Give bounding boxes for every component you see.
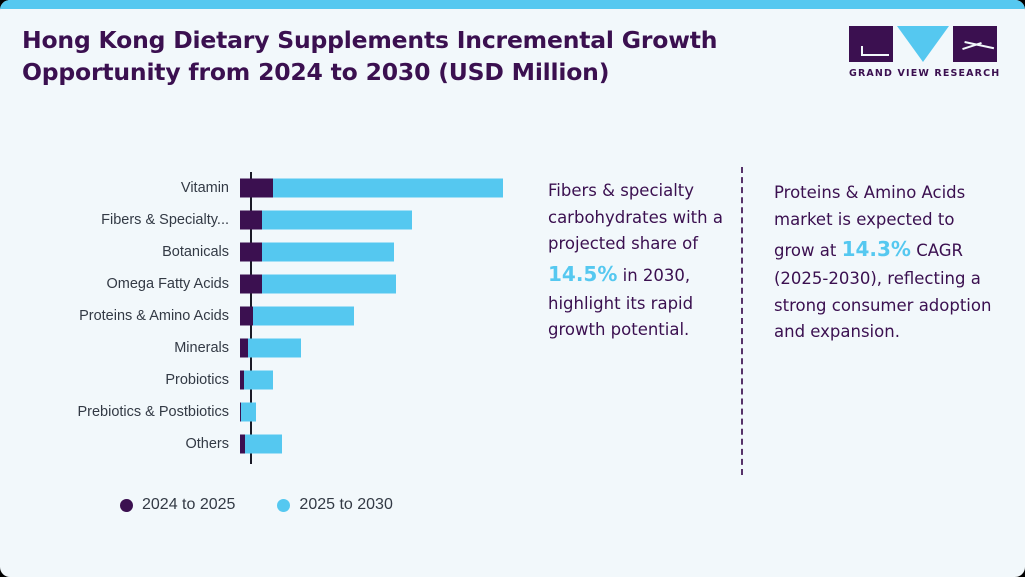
legend-label: 2025 to 2030 <box>299 496 393 513</box>
proteins-callout-post: CAGR (2025-2030), reflecting a strong co… <box>774 241 992 342</box>
page-title: Hong Kong Dietary Supplements Incrementa… <box>22 26 718 87</box>
bar-area <box>240 396 522 428</box>
legend-item[interactable]: 2024 to 2025 <box>120 496 235 514</box>
bar-segment-2024-2025 <box>240 210 262 230</box>
chart-row: Prebiotics & Postbiotics <box>22 396 522 428</box>
incremental-growth-bar-chart: Vitamin Fibers & Specialty... Botanicals Om… <box>22 172 522 464</box>
bar-area <box>240 332 522 364</box>
bar-area <box>240 268 522 300</box>
chart-rows: Vitamin Fibers & Specialty... Botanicals Om… <box>22 172 522 460</box>
proteins-callout: Proteins & Amino Acids market is expecte… <box>774 180 996 346</box>
bar-segment-2025-2030 <box>248 338 301 358</box>
bar-segment-2024-2025 <box>240 402 241 422</box>
top-accent-bar <box>0 0 1025 9</box>
category-label: Proteins & Amino Acids <box>79 308 229 324</box>
category-label: Vitamin <box>180 180 229 196</box>
bar-segment-2025-2030 <box>262 242 394 262</box>
legend-label: 2024 to 2025 <box>142 496 236 513</box>
bar-area <box>240 364 522 396</box>
bar-segment-2025-2030 <box>253 306 354 326</box>
fibers-callout-post: in 2030, highlight its rapid growth pote… <box>548 266 694 340</box>
stacked-bar[interactable] <box>240 210 412 230</box>
chart-row: Minerals <box>22 332 522 364</box>
category-label: Probiotics <box>165 372 229 388</box>
chart-row: Vitamin <box>22 172 522 204</box>
fibers-callout-pre: Fibers & specialty carbohydrates with a … <box>548 181 723 254</box>
bar-segment-2025-2030 <box>244 370 273 390</box>
panel-divider <box>741 167 743 475</box>
category-label: Prebiotics & Postbiotics <box>77 404 229 420</box>
chart-row: Omega Fatty Acids <box>22 268 522 300</box>
fibers-callout-text: Fibers & specialty carbohydrates with a … <box>548 178 730 344</box>
chart-row: Fibers & Specialty... <box>22 204 522 236</box>
logo-wordmark: GRAND VIEW RESEARCH <box>849 68 1001 79</box>
logo-v-icon <box>897 26 949 62</box>
proteins-callout-pre: Proteins & Amino Acids market is expecte… <box>774 183 966 261</box>
bar-segment-2024-2025 <box>240 242 262 262</box>
stacked-bar[interactable] <box>240 178 503 198</box>
category-label: Minerals <box>174 340 229 356</box>
category-label: Botanicals <box>162 244 229 260</box>
bar-area <box>240 236 522 268</box>
bar-segment-2025-2030 <box>262 210 412 230</box>
legend-item[interactable]: 2025 to 2030 <box>277 496 393 514</box>
stacked-bar[interactable] <box>240 434 282 454</box>
category-label: Others <box>185 436 229 452</box>
bar-segment-2025-2030 <box>273 178 503 198</box>
legend-dot-icon <box>277 498 291 512</box>
bar-segment-2024-2025 <box>240 434 245 454</box>
chart-row: Probiotics <box>22 364 522 396</box>
stacked-bar[interactable] <box>240 242 394 262</box>
proteins-callout-highlight: 14.3% <box>841 237 911 262</box>
category-label: Omega Fatty Acids <box>106 276 230 292</box>
bar-segment-2024-2025 <box>240 370 244 390</box>
logo-g-icon <box>849 26 893 62</box>
bar-area <box>240 204 522 236</box>
logo-r-icon <box>953 26 997 62</box>
bar-segment-2024-2025 <box>240 178 273 198</box>
bar-area <box>240 428 522 460</box>
stacked-bar[interactable] <box>240 370 273 390</box>
bar-segment-2025-2030 <box>245 434 282 454</box>
stacked-bar[interactable] <box>240 338 301 358</box>
legend-dot-icon <box>120 498 133 512</box>
chart-row: Proteins & Amino Acids <box>22 300 522 332</box>
chart-row: Botanicals <box>22 236 522 268</box>
bar-segment-2024-2025 <box>240 338 248 358</box>
bar-segment-2025-2030 <box>241 402 256 422</box>
bar-segment-2024-2025 <box>240 274 262 294</box>
stacked-bar[interactable] <box>240 402 256 422</box>
chart-legend: 2024 to 2025 2025 to 2030 <box>120 496 393 514</box>
logo-marks <box>849 26 997 62</box>
stacked-bar[interactable] <box>240 306 354 326</box>
bar-area <box>240 172 522 204</box>
header: Hong Kong Dietary Supplements Incrementa… <box>22 24 812 89</box>
chart-row: Others <box>22 428 522 460</box>
stacked-bar[interactable] <box>240 274 396 294</box>
brand-logo: GRAND VIEW RESEARCH <box>849 26 1001 79</box>
fibers-callout-highlight: 14.5% <box>548 262 618 287</box>
bar-segment-2025-2030 <box>262 274 396 294</box>
proteins-callout-text: Proteins & Amino Acids market is expecte… <box>774 180 996 346</box>
bar-area <box>240 300 522 332</box>
bar-segment-2024-2025 <box>240 306 253 326</box>
fibers-callout: Fibers & specialty carbohydrates with a … <box>548 178 730 344</box>
category-label: Fibers & Specialty... <box>101 212 229 228</box>
